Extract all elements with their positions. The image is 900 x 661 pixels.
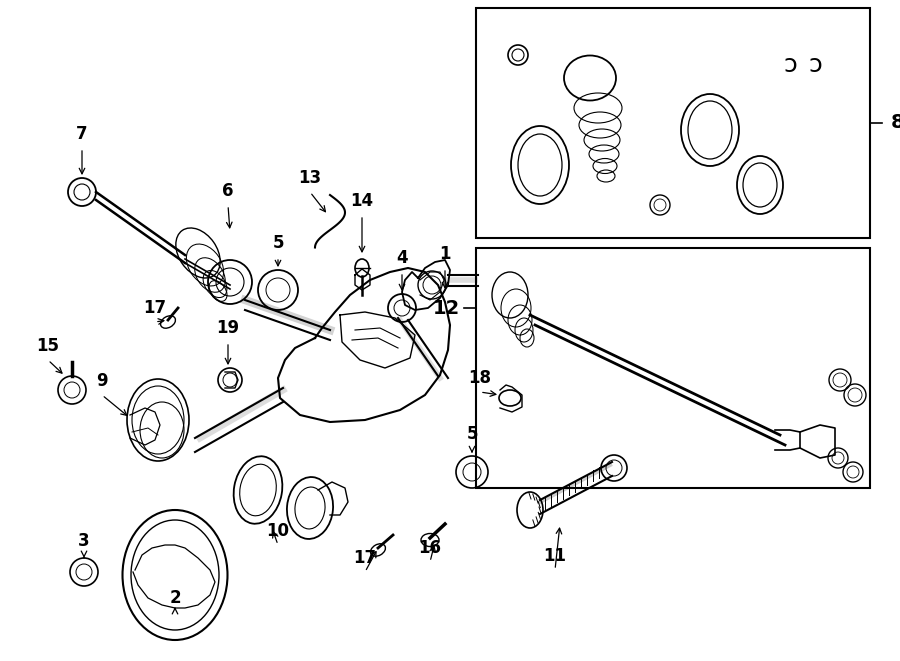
Text: 17: 17 bbox=[354, 549, 376, 567]
Text: 10: 10 bbox=[266, 522, 290, 540]
Bar bbox=[476, 8, 870, 238]
Text: 3: 3 bbox=[78, 532, 90, 550]
Text: 4: 4 bbox=[396, 249, 408, 267]
Text: 13: 13 bbox=[299, 169, 321, 187]
Text: 8: 8 bbox=[891, 114, 900, 132]
Text: 19: 19 bbox=[216, 319, 239, 337]
Text: 1: 1 bbox=[439, 245, 451, 263]
Text: 18: 18 bbox=[469, 369, 491, 387]
Text: 17: 17 bbox=[143, 299, 166, 317]
Text: 6: 6 bbox=[222, 182, 234, 200]
Text: 11: 11 bbox=[544, 547, 566, 565]
Text: ɔ: ɔ bbox=[808, 53, 822, 77]
Text: 7: 7 bbox=[76, 125, 88, 143]
Text: 14: 14 bbox=[350, 192, 374, 210]
Text: 5: 5 bbox=[466, 425, 478, 443]
Text: 16: 16 bbox=[418, 539, 442, 557]
Text: 5: 5 bbox=[272, 234, 284, 252]
Text: 12: 12 bbox=[432, 299, 460, 317]
Text: ɔ: ɔ bbox=[783, 53, 796, 77]
Text: 2: 2 bbox=[169, 589, 181, 607]
Text: 9: 9 bbox=[96, 372, 108, 390]
Bar bbox=[476, 248, 870, 488]
Text: 15: 15 bbox=[37, 337, 59, 355]
